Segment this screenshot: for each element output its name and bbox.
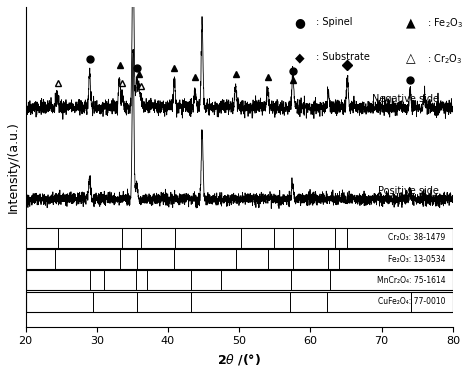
Text: MnCr₂O₄: 75-1614: MnCr₂O₄: 75-1614 xyxy=(377,276,446,285)
Text: Cr₂O₃: 38-1479: Cr₂O₃: 38-1479 xyxy=(388,233,446,242)
Text: ◆: ◆ xyxy=(295,52,304,65)
Text: Fe₂O₃: 13-0534: Fe₂O₃: 13-0534 xyxy=(388,254,446,264)
Bar xyxy=(26,228,453,248)
Y-axis label: Intensity/(a.u.): Intensity/(a.u.) xyxy=(7,121,20,213)
Text: : Substrate: : Substrate xyxy=(316,52,370,62)
Text: Positive side: Positive side xyxy=(378,186,438,196)
Bar xyxy=(26,270,453,290)
Text: ▲: ▲ xyxy=(406,16,415,30)
Text: Negative side: Negative side xyxy=(372,94,438,104)
Bar xyxy=(26,249,453,269)
Text: : Cr$_2$O$_3$: : Cr$_2$O$_3$ xyxy=(427,52,463,65)
X-axis label: 2$\theta$ /(°): 2$\theta$ /(°) xyxy=(217,352,261,367)
Text: : Fe$_2$O$_3$: : Fe$_2$O$_3$ xyxy=(427,16,464,30)
Text: : Spinel: : Spinel xyxy=(316,16,353,27)
Text: △: △ xyxy=(406,52,415,65)
Text: CuFe₂O₄: 77-0010: CuFe₂O₄: 77-0010 xyxy=(378,297,446,306)
Text: ●: ● xyxy=(295,16,306,30)
Bar xyxy=(26,292,453,312)
